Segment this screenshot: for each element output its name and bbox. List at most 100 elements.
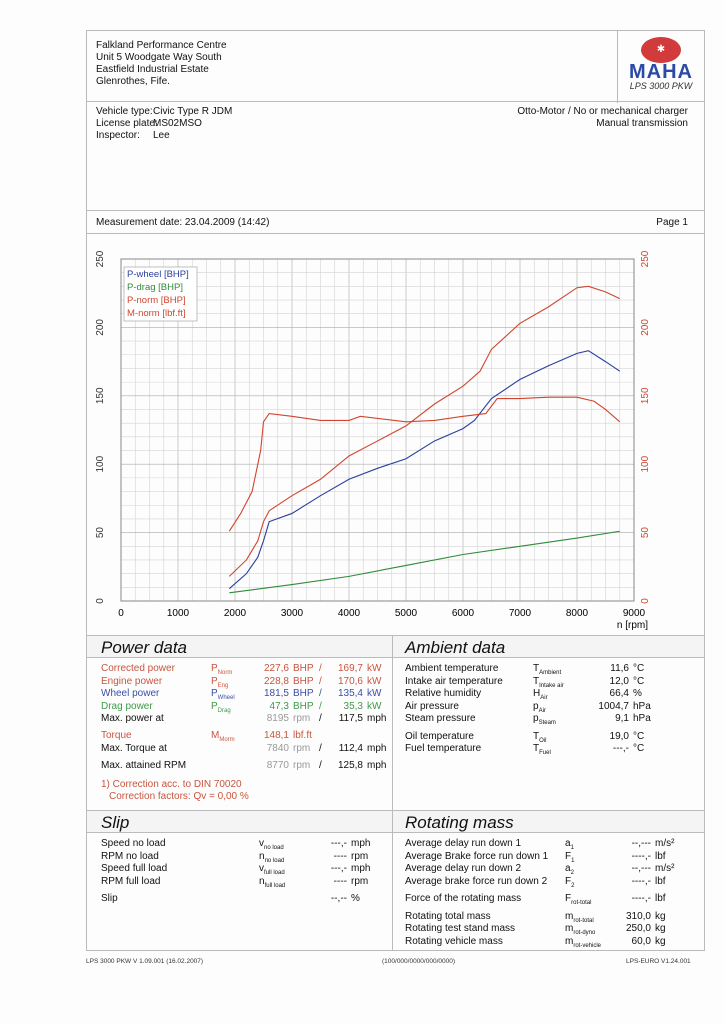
address-line: Eastfield Industrial Estate — [96, 64, 209, 75]
symbol-subscript: Eng — [217, 682, 229, 689]
slip-label: RPM no load — [101, 850, 159, 862]
symbol: n — [259, 875, 265, 887]
ambient-symbol: TOil — [533, 731, 546, 744]
legend-box — [123, 266, 198, 322]
unit: kW — [367, 675, 382, 687]
symbol-subscript: Wheel — [217, 695, 235, 701]
power-data-title: Power data — [101, 638, 187, 657]
symbol: F — [565, 893, 572, 904]
power-kw: 35,3 — [343, 700, 363, 712]
unit: kW — [367, 700, 382, 712]
symbol: P — [211, 675, 218, 687]
measurement-bar: Measurement date: 23.04.2009 (14:42) Pag… — [86, 210, 705, 234]
rpm-unit: rpm — [293, 760, 311, 771]
unit: hPa — [633, 713, 651, 724]
plate-label: License plate: — [96, 118, 158, 129]
ambient-value: ---,- — [612, 743, 629, 754]
y-tick-label: 200 — [95, 319, 106, 336]
symbol-subscript: rot-vehicle — [573, 942, 602, 949]
speed-value: 117,5 — [338, 713, 363, 724]
y2-tick-label: 200 — [640, 319, 651, 336]
max-label: Max. attained RPM — [101, 760, 187, 771]
ambient-symbol: TFuel — [533, 743, 551, 756]
slash: / — [319, 760, 322, 771]
symbol: P — [211, 663, 218, 674]
symbol: T — [533, 730, 540, 742]
ambient-label: Intake air temperature — [405, 675, 503, 687]
rpm-value: 8770 — [266, 760, 289, 771]
unit: BHP — [293, 675, 314, 687]
unit: mph — [351, 838, 371, 849]
y-tick-label: 50 — [95, 527, 106, 539]
slip-value: --,-- — [330, 893, 347, 904]
y-tick-label: 250 — [95, 250, 106, 267]
unit: lbf — [655, 875, 666, 887]
rotating-symbol: a2 — [565, 863, 574, 876]
unit: % — [351, 893, 360, 904]
symbol-subscript: no load — [264, 845, 284, 851]
symbol-subscript: Drag — [217, 707, 231, 714]
symbol-subscript: Morm — [219, 737, 235, 743]
slash: / — [319, 713, 322, 724]
ambient-value: 1004,7 — [598, 700, 629, 712]
ambient-value: 11,6 — [610, 663, 629, 674]
page-number: Page 1 — [656, 217, 688, 228]
model-label: LPS 3000 PKW — [629, 81, 693, 91]
slip-symbol: nno load — [259, 851, 284, 864]
slash: / — [319, 700, 322, 712]
unit: m/s² — [655, 863, 675, 874]
vehicle-info: Vehicle type: Civic Type R JDM License p… — [86, 101, 705, 211]
ambient-label: Air pressure — [405, 700, 459, 712]
unit: kW — [367, 688, 382, 699]
max-label: Max. power at — [101, 713, 164, 724]
correction-note: 1) Correction acc. to DIN 70020 — [101, 779, 242, 790]
address-line: Glenrothes, Fife. — [96, 76, 170, 87]
ambient-value: 9,1 — [615, 713, 629, 724]
plate: MS02MSO — [153, 118, 202, 129]
power-label: Wheel power — [101, 688, 160, 699]
ambient-symbol: TIntake air — [533, 676, 564, 689]
unit: lbf — [655, 850, 666, 862]
x-tick-label: 6000 — [452, 608, 475, 619]
symbol: P — [211, 700, 218, 712]
rpm-unit: rpm — [293, 743, 311, 754]
symbol-subscript: 1 — [571, 857, 575, 864]
x-tick-label: 5000 — [395, 608, 418, 619]
slash: / — [319, 675, 322, 687]
rotating-label: Average delay run down 2 — [405, 863, 522, 874]
inspector-label: Inspector: — [96, 130, 140, 141]
unit: hPa — [633, 700, 651, 712]
maha-logo: ✱ MAHA LPS 3000 PKW — [617, 31, 704, 103]
rotating-label: Average Brake force run down 1 — [405, 850, 549, 862]
legend: P-wheel [BHP] P-drag [BHP] P-norm [BHP] M-n… — [123, 266, 198, 322]
logo-text: MAHA — [629, 61, 693, 83]
x-tick-label: 4000 — [338, 608, 361, 619]
symbol: P — [211, 688, 218, 699]
symbol: a — [565, 863, 571, 874]
rotating-label: Rotating vehicle mass — [405, 935, 503, 947]
vehicle-type-label: Vehicle type: — [96, 106, 153, 117]
unit: kg — [655, 910, 666, 922]
unit: kW — [367, 663, 382, 674]
y2-tick-label: 0 — [640, 598, 651, 604]
rotating-value: ----,- — [631, 850, 651, 862]
symbol-subscript: Air — [538, 707, 546, 714]
power-label: Drag power — [101, 700, 153, 712]
unit: °C — [633, 663, 645, 674]
rotating-label: Average brake force run down 2 — [405, 875, 548, 887]
symbol-subscript: full load — [264, 882, 286, 889]
power-kw: 170,6 — [337, 675, 363, 687]
power-bhp: 47,3 — [269, 700, 289, 712]
power-bhp: 181,5 — [263, 688, 289, 699]
power-symbol: PWheel — [211, 688, 235, 701]
y2-tick-label: 150 — [640, 387, 651, 404]
rotating-label: Average delay run down 1 — [405, 838, 522, 849]
mph-unit: mph — [367, 713, 387, 724]
unit: °C — [633, 743, 645, 754]
symbol-subscript: Steam — [538, 720, 556, 726]
symbol-subscript: Ambient — [539, 670, 562, 676]
symbol: m — [565, 910, 574, 922]
symbol-subscript: no load — [264, 857, 285, 864]
unit: BHP — [293, 663, 314, 674]
